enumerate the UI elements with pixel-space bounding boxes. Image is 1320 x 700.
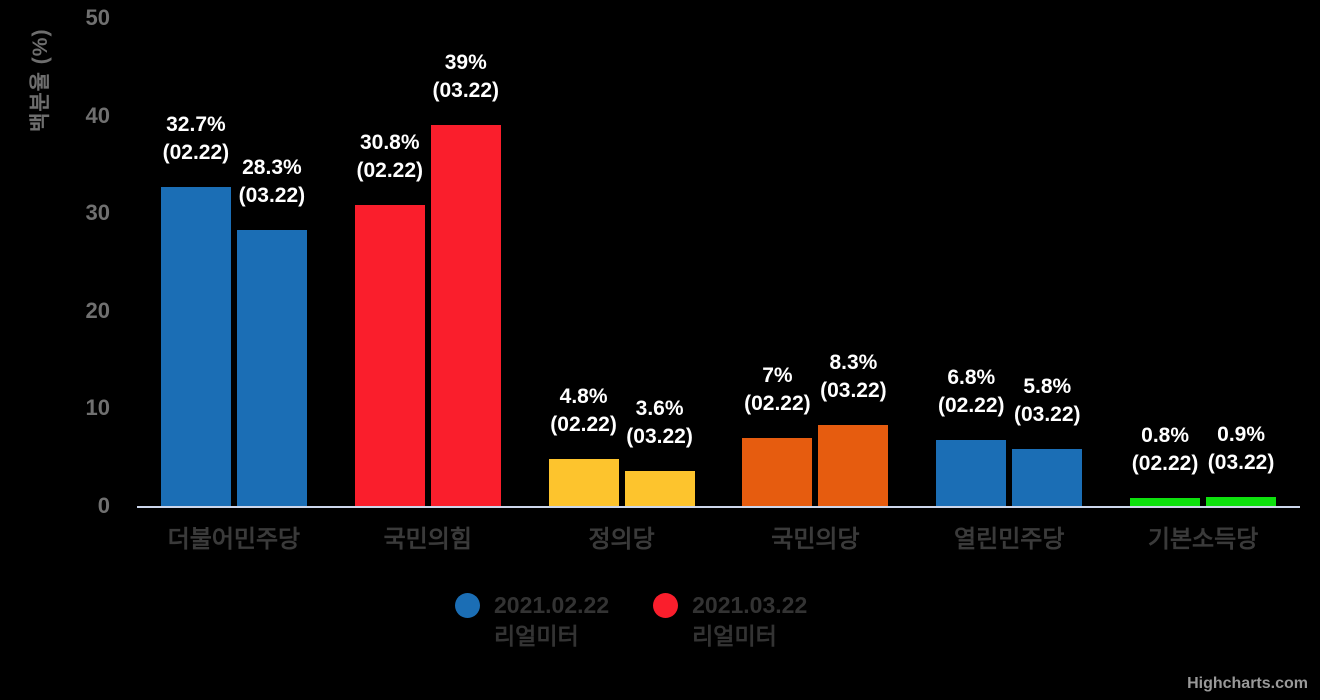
legend-label-line: 리얼미터 — [494, 623, 579, 649]
bar-data-label: 4.8% (02.22) — [519, 383, 649, 439]
y-tick-label: 0 — [97, 493, 110, 518]
legend-marker-icon — [455, 593, 480, 618]
bar-data-label: 39% (03.22) — [401, 49, 531, 105]
bar-1-4[interactable] — [742, 437, 813, 506]
bar-date-label: (03.22) — [626, 424, 693, 448]
bar-date-label: (02.22) — [356, 159, 424, 183]
legend-label: 2021.03.22 리얼미터 — [692, 590, 807, 652]
bar-date-label: (02.22) — [937, 393, 1005, 417]
legend-marker-icon — [653, 593, 679, 618]
legend-label-line: 2021.03.22 — [692, 592, 808, 618]
credits-link[interactable]: Highcharts.com — [1187, 675, 1308, 692]
bar-date-label: (03.22) — [820, 378, 887, 402]
bar-data-label: 3.6% (03.22) — [595, 395, 725, 451]
bar-date-label: (02.22) — [550, 413, 617, 437]
bar-date-label: (03.22) — [1207, 451, 1275, 475]
category-label-1: 더불어민주당 — [167, 526, 301, 553]
bar-date-label: (03.22) — [432, 79, 500, 103]
y-tick-label: 20 — [85, 297, 110, 323]
category-label-6: 기본소득당 — [1147, 526, 1259, 553]
legend-label-line: 2021.02.22 — [494, 592, 610, 618]
bar-date-label: (02.22) — [162, 140, 230, 164]
bar-data-label: 32.7% (02.22) — [131, 111, 261, 167]
bar-value-label: 0.8% — [1141, 424, 1190, 448]
bar-data-label: 0.9% (03.22) — [1176, 421, 1306, 477]
bar-value-label: 39% — [444, 51, 487, 75]
bar-2-5[interactable] — [1012, 449, 1083, 506]
category-label-5: 열린민주당 — [954, 526, 1065, 553]
bar-date-label: (03.22) — [238, 183, 306, 207]
bar-date-label: (02.22) — [744, 391, 811, 415]
y-tick-label: 50 — [85, 5, 110, 30]
bar-data-label: 6.8% (02.22) — [906, 364, 1036, 420]
legend-label-line: 리얼미터 — [692, 623, 777, 649]
bar-value-label: 7% — [762, 363, 793, 387]
category-label-3: 정의당 — [588, 526, 655, 553]
legend-label: 2021.02.22 리얼미터 — [494, 590, 609, 652]
x-axis-line — [137, 506, 1300, 508]
bar-1-2[interactable] — [354, 205, 425, 506]
bar-value-label: 30.8% — [359, 131, 420, 155]
bar-data-label: 7% (02.22) — [712, 362, 842, 418]
bar-data-label: 28.3% (03.22) — [207, 154, 337, 210]
bar-value-label: 3.6% — [635, 396, 684, 420]
legend: 2021.02.22 리얼미터 2021.03.22 리얼미터 — [455, 590, 807, 652]
bar-date-label: (03.22) — [1013, 403, 1081, 427]
bar-1-3[interactable] — [548, 459, 619, 506]
bar-value-label: 0.9% — [1217, 423, 1266, 447]
bar-2-2[interactable] — [430, 125, 501, 506]
bar-data-label: 8.3% (03.22) — [788, 349, 918, 405]
bar-value-label: 32.7% — [166, 112, 226, 136]
category-label-2: 국민의힘 — [383, 526, 472, 553]
bar-2-6[interactable] — [1206, 497, 1277, 506]
bar-1-5[interactable] — [936, 439, 1007, 506]
bar-1-1[interactable] — [160, 186, 231, 506]
y-tick-label: 10 — [85, 395, 110, 421]
y-tick-label: 30 — [85, 200, 110, 226]
bar-value-label: 4.8% — [559, 385, 608, 409]
legend-item-1[interactable]: 2021.02.22 리얼미터 — [455, 590, 609, 652]
bar-date-label: (02.22) — [1131, 452, 1199, 476]
bar-2-4[interactable] — [818, 424, 889, 506]
category-label-4: 국민의당 — [771, 526, 860, 553]
legend-item-2[interactable]: 2021.03.22 리얼미터 — [653, 590, 807, 652]
bar-value-label: 28.3% — [242, 155, 302, 179]
bar-2-3[interactable] — [624, 470, 695, 506]
bar-value-label: 8.3% — [829, 350, 878, 374]
bar-2-1[interactable] — [236, 229, 307, 506]
bar-1-6[interactable] — [1130, 498, 1201, 506]
bar-data-label: 30.8% (02.22) — [325, 129, 455, 185]
bar-value-label: 6.8% — [947, 365, 996, 389]
bar-value-label: 5.8% — [1023, 375, 1072, 399]
bar-data-label: 5.8% (03.22) — [982, 373, 1112, 429]
y-tick-label: 40 — [85, 102, 110, 128]
bar-data-label: 0.8% (02.22) — [1100, 422, 1230, 478]
